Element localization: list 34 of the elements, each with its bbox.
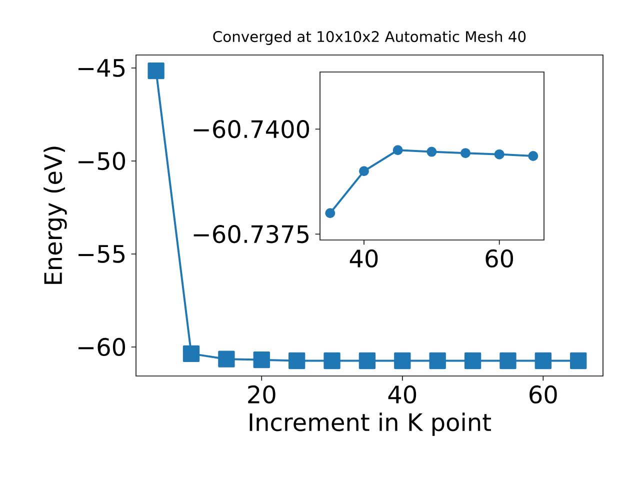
y-axis-title: Energy (eV) — [44, 146, 67, 284]
point — [325, 208, 336, 218]
chart-title: Converged at 10x10x2 Automatic Mesh 40 — [213, 30, 526, 45]
point — [429, 352, 446, 370]
y-tick-label: −45 — [78, 59, 125, 77]
x-tick-label: 40 — [388, 385, 416, 404]
x-tick-label: 40 — [350, 249, 378, 268]
point — [570, 352, 587, 370]
point — [500, 352, 516, 370]
y-tick-label: −50 — [78, 152, 126, 170]
point — [460, 148, 470, 158]
x-tick-label: 60 — [530, 385, 557, 404]
point — [534, 352, 552, 370]
point — [324, 352, 340, 370]
point — [392, 145, 403, 156]
point — [182, 345, 200, 362]
point — [394, 352, 411, 370]
point — [358, 352, 376, 370]
point — [464, 352, 482, 370]
y-tick-label: −60.7400 — [194, 120, 310, 138]
y-tick-label: −55 — [78, 245, 125, 263]
point — [288, 352, 306, 370]
x-tick-label: 60 — [486, 249, 514, 268]
point — [148, 62, 164, 80]
x-axis-title: Increment in K point — [250, 412, 491, 436]
point — [253, 351, 270, 368]
point — [528, 151, 538, 161]
y-tick-label: −60.7375 — [194, 225, 309, 244]
point — [358, 166, 369, 176]
point — [426, 146, 437, 157]
point — [494, 149, 504, 160]
y-tick-label: −60 — [78, 338, 126, 356]
point — [218, 350, 235, 368]
x-tick-label: 20 — [248, 385, 276, 404]
